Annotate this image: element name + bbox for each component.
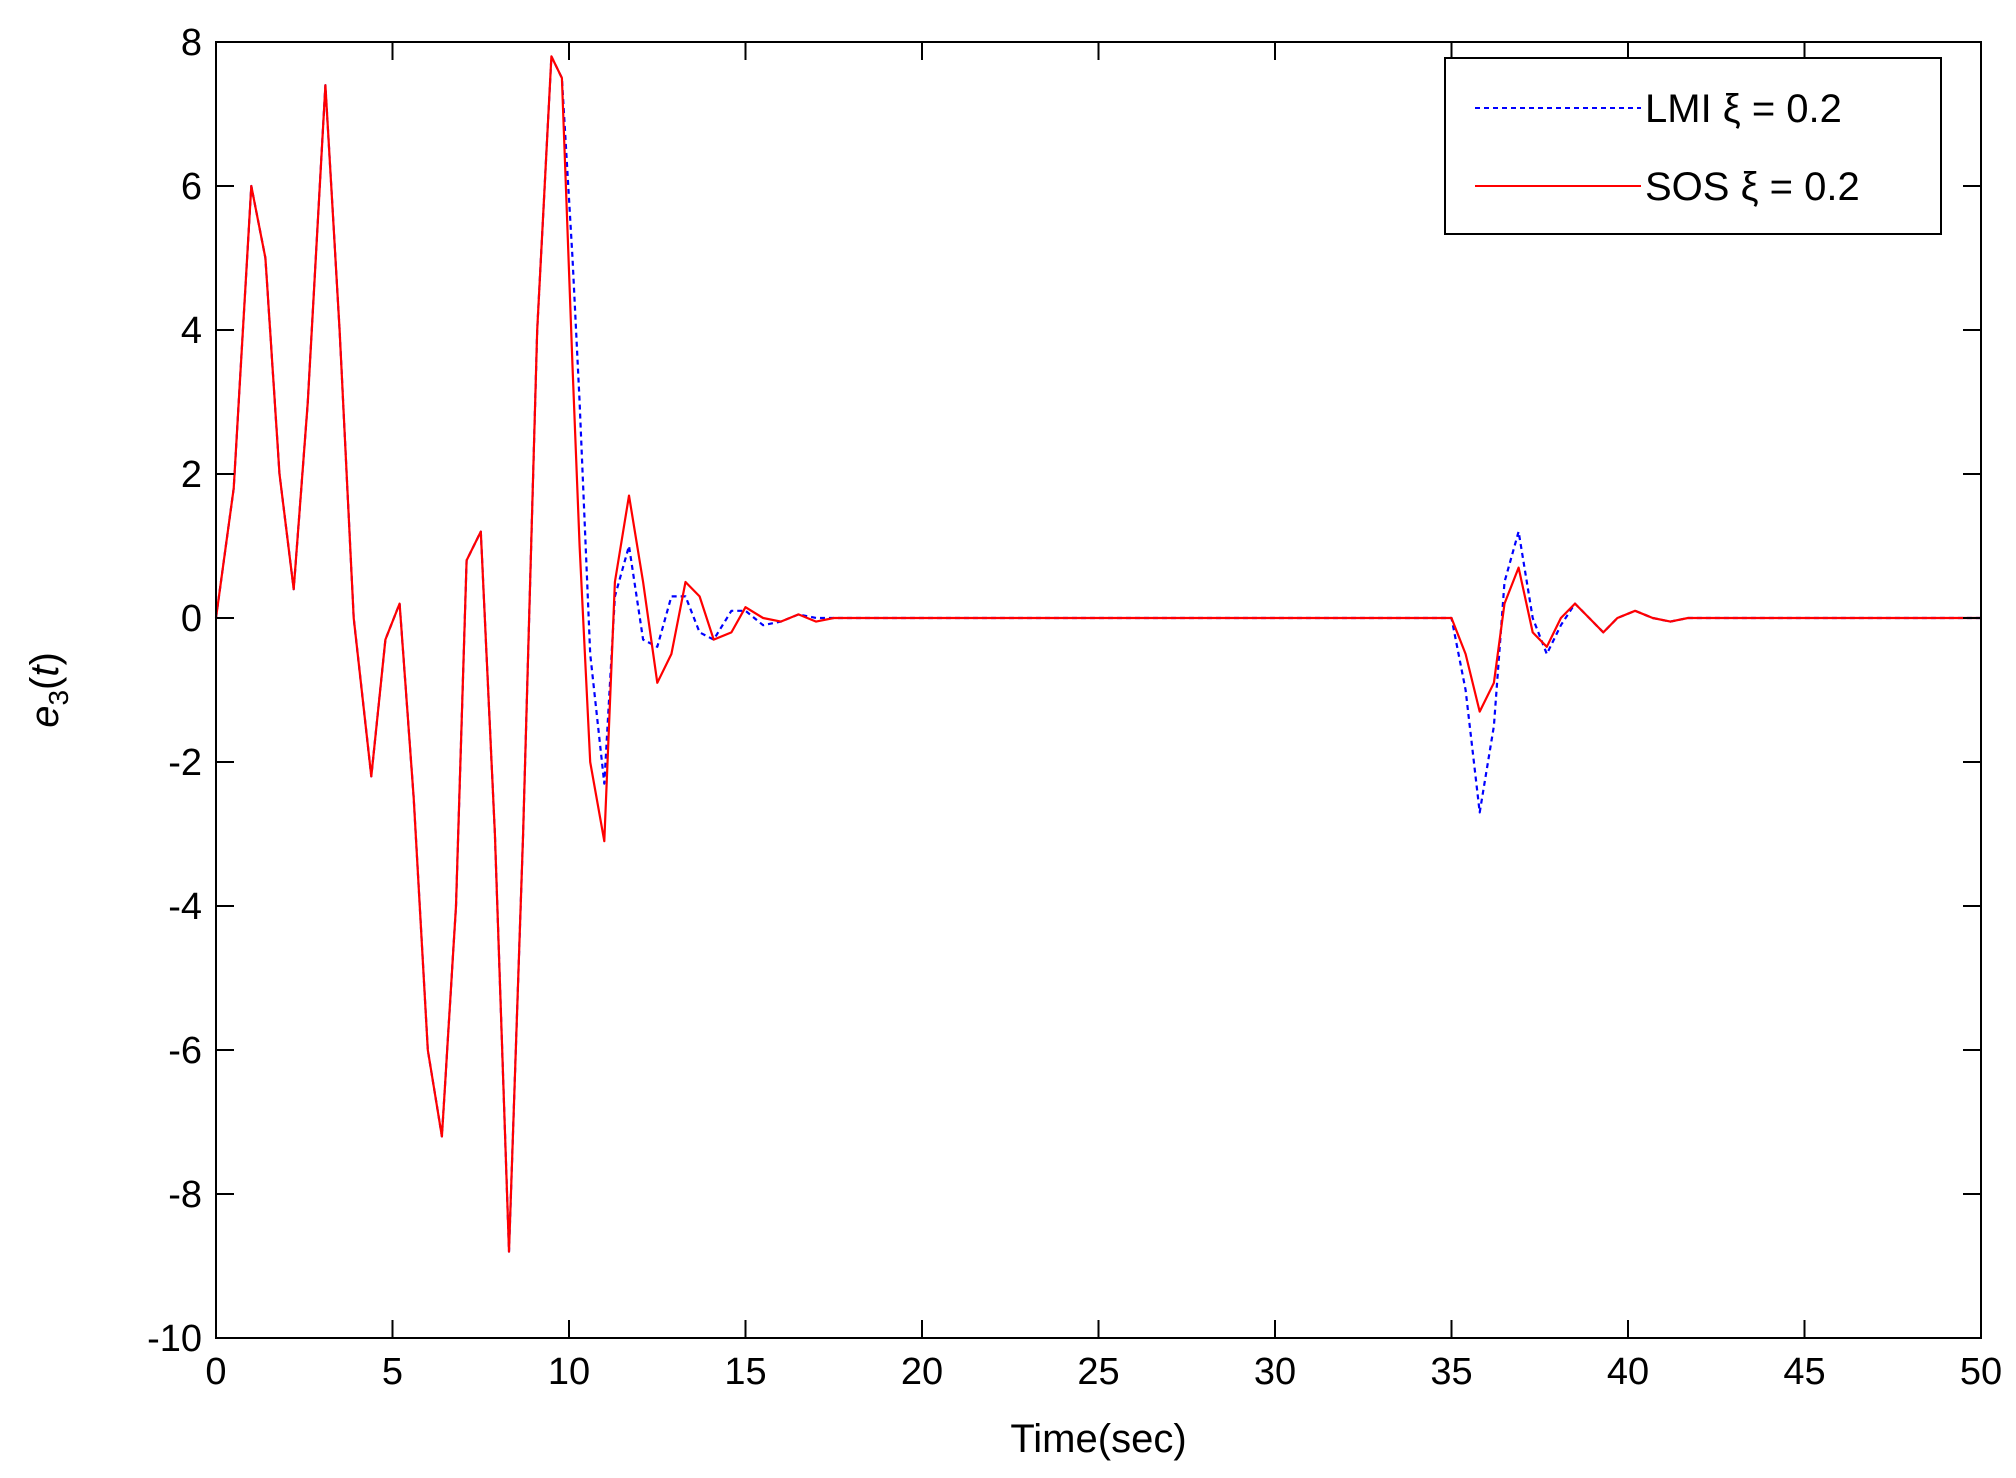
x-tick-label: 45 (1783, 1351, 1825, 1393)
x-tick-label: 30 (1254, 1351, 1296, 1393)
legend-label-lmi: LMI ξ = 0.2 (1645, 87, 1842, 131)
y-tick-label: -8 (168, 1174, 202, 1216)
x-tick-label: 10 (548, 1351, 590, 1393)
y-tick-label: -10 (147, 1318, 202, 1360)
x-axis-label: Time(sec) (1010, 1417, 1186, 1461)
x-tick-label: 5 (382, 1351, 403, 1393)
y-tick-label: 8 (181, 22, 202, 64)
y-axis-label: e3(t) (23, 652, 74, 728)
axis-ticks: 0 5 10 15 20 25 30 35 40 45 50 -10 -8 -6 -4 -2 0 2 4 6 8 (147, 22, 2002, 1393)
y-tick-label: -6 (168, 1030, 202, 1072)
legend-label-sos: SOS ξ = 0.2 (1645, 165, 1860, 209)
series-line-sos (214, 55, 1981, 1253)
x-tick-label: 50 (1960, 1351, 2002, 1393)
x-tick-label: 20 (901, 1351, 943, 1393)
y-axis-label-open-paren: ( (23, 676, 67, 690)
y-tick-label: 6 (181, 166, 202, 208)
y-tick-label: -4 (168, 886, 202, 928)
y-axis-label-base: e (23, 706, 67, 728)
x-tick-label: 25 (1077, 1351, 1119, 1393)
x-tick-label: 40 (1607, 1351, 1649, 1393)
y-tick-label: 2 (181, 454, 202, 496)
legend: LMI ξ = 0.2 SOS ξ = 0.2 (1444, 57, 1942, 235)
y-axis-label-variable: t (23, 664, 67, 677)
legend-box (1444, 57, 1942, 235)
y-axis-label-subscript: 3 (43, 690, 74, 706)
y-tick-label: 4 (181, 310, 202, 352)
series-group (214, 55, 1981, 1253)
x-tick-label: 35 (1430, 1351, 1472, 1393)
x-tick-label: 15 (724, 1351, 766, 1393)
y-tick-label: 0 (181, 598, 202, 640)
x-tick-label: 0 (205, 1351, 226, 1393)
y-axis-label-close-paren: ) (23, 652, 67, 665)
y-tick-label: -2 (168, 742, 202, 784)
